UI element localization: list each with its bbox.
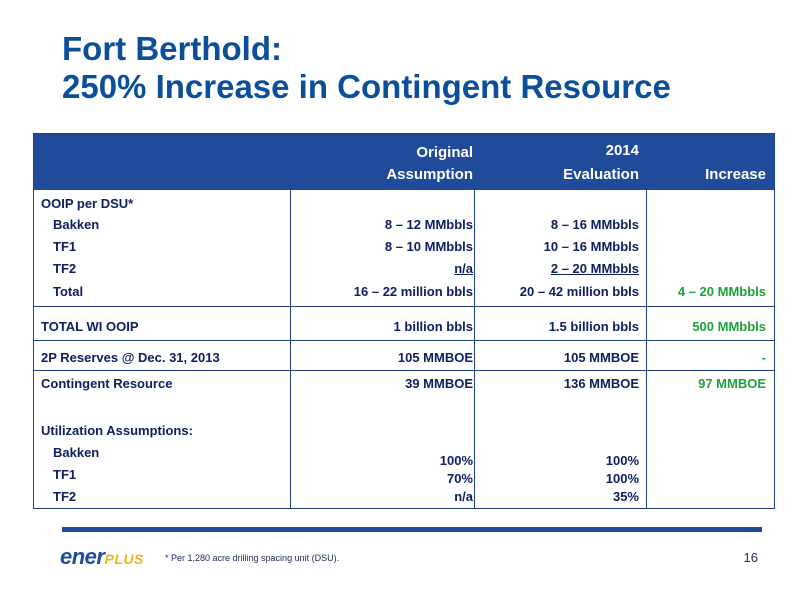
ooip-row-label: Bakken xyxy=(53,217,100,232)
total-wi-evaluation: 1.5 billion bbls xyxy=(548,319,639,334)
contingent-increase: 97 MMBOE xyxy=(698,376,766,391)
slide-title: Fort Berthold: 250% Increase in Continge… xyxy=(62,30,671,106)
slide-title-line2: 250% Increase in Contingent Resource xyxy=(62,68,671,105)
ooip-row-label: TF1 xyxy=(53,239,77,254)
utilization-row-label: TF2 xyxy=(53,489,77,504)
ooip-row-evaluation: 2 – 20 MMbbls xyxy=(550,261,639,276)
ooip-total-evaluation: 20 – 42 million bbls xyxy=(519,284,639,299)
ooip-row-evaluation: 8 – 16 MMbbls xyxy=(550,217,639,232)
utilization-row-label: TF1 xyxy=(53,467,77,482)
header-increase-label: Increase xyxy=(705,166,766,183)
row-divider xyxy=(34,340,774,341)
slide-title-line1: Fort Berthold: xyxy=(62,30,282,67)
row-divider xyxy=(34,370,774,371)
utilization-row-evaluation: 100% xyxy=(605,471,639,486)
total-wi-increase: 500 MMbbls xyxy=(692,319,766,334)
contingent-label: Contingent Resource xyxy=(41,376,173,391)
utilization-row-original: 100% xyxy=(439,453,473,468)
ooip-total-original: 16 – 22 million bbls xyxy=(353,284,473,299)
column-divider xyxy=(646,190,647,508)
reserves-increase: - xyxy=(761,350,766,365)
total-wi-label: TOTAL WI OOIP xyxy=(41,319,139,334)
column-divider xyxy=(290,190,291,508)
utilization-row-evaluation: 35% xyxy=(612,489,639,504)
header-evaluation-line2: Evaluation xyxy=(563,166,639,183)
column-divider xyxy=(474,190,475,508)
header-original: Original Assumption xyxy=(386,142,473,186)
utilization-label: Utilization Assumptions: xyxy=(41,423,193,438)
enerplus-logo: enerPLUS xyxy=(60,544,144,570)
logo-text-ener: ener xyxy=(60,544,105,569)
header-original-line1: Original xyxy=(416,144,473,161)
table-header: Original Assumption 2014 Evaluation Incr… xyxy=(34,134,774,190)
reserves-evaluation: 105 MMBOE xyxy=(563,350,639,365)
page-number: 16 xyxy=(743,550,758,565)
header-original-line2: Assumption xyxy=(386,166,473,183)
row-divider xyxy=(34,306,774,307)
utilization-row-original: 70% xyxy=(446,471,473,486)
utilization-row-original: n/a xyxy=(454,489,473,504)
ooip-row-evaluation: 10 – 16 MMbbls xyxy=(543,239,639,254)
footnote: * Per 1,280 acre drilling spacing unit (… xyxy=(165,553,340,563)
ooip-section-label: OOIP per DSU* xyxy=(41,196,134,211)
ooip-row-original: 8 – 10 MMbbls xyxy=(384,239,473,254)
utilization-row-evaluation: 100% xyxy=(605,453,639,468)
ooip-total-label: Total xyxy=(53,284,84,299)
contingent-original: 39 MMBOE xyxy=(405,376,473,391)
reserves-original: 105 MMBOE xyxy=(397,350,473,365)
header-evaluation-line1: 2014 xyxy=(605,142,639,159)
contingent-evaluation: 136 MMBOE xyxy=(563,376,639,391)
ooip-row-original: n/a xyxy=(454,261,473,276)
resource-table: Original Assumption 2014 Evaluation Incr… xyxy=(33,133,775,509)
ooip-row-label: TF2 xyxy=(53,261,77,276)
reserves-label: 2P Reserves @ Dec. 31, 2013 xyxy=(41,350,220,365)
header-evaluation: 2014 Evaluation xyxy=(563,140,639,186)
logo-text-plus: PLUS xyxy=(104,551,144,567)
ooip-row-original: 8 – 12 MMbbls xyxy=(384,217,473,232)
ooip-total-increase: 4 – 20 MMbbls xyxy=(677,284,766,299)
total-wi-original: 1 billion bbls xyxy=(393,319,473,334)
footer-divider-bar xyxy=(62,527,762,532)
utilization-row-label: Bakken xyxy=(53,445,100,460)
header-increase: Increase xyxy=(705,164,766,186)
